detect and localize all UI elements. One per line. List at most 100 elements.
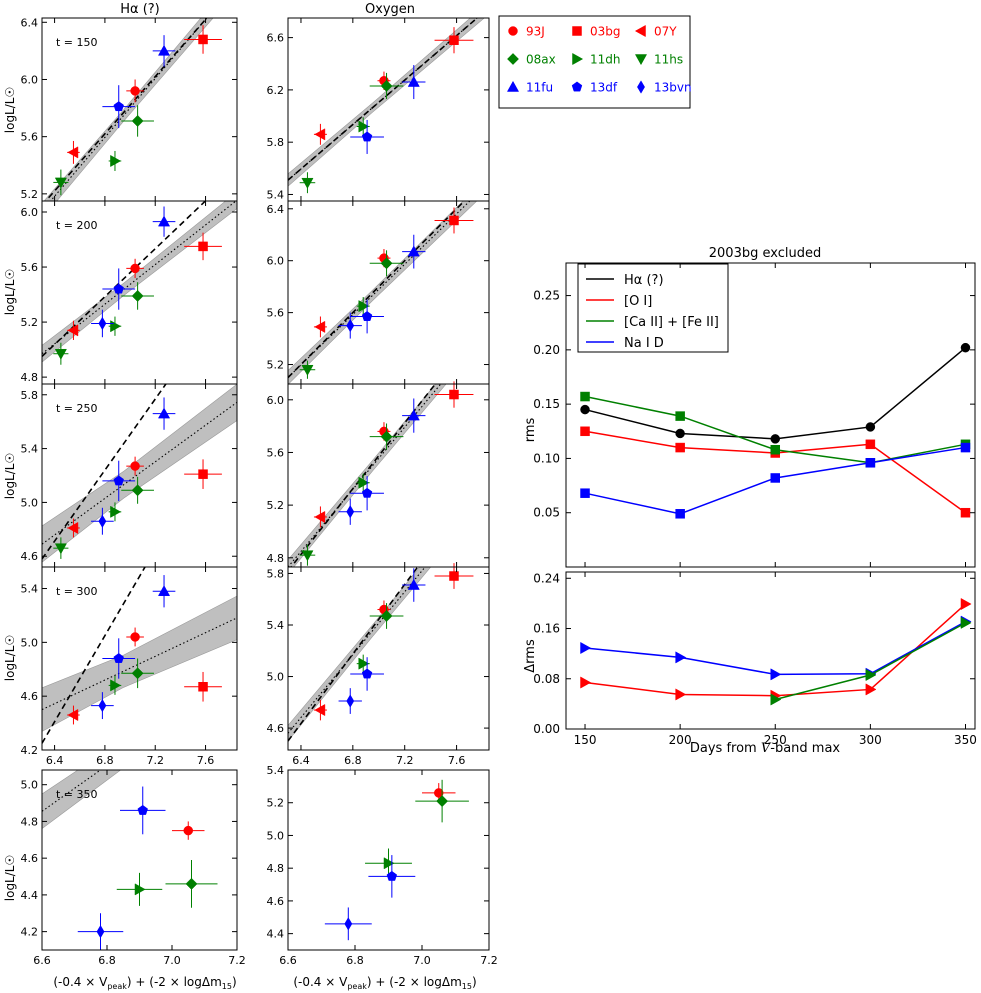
xtick-label: 6.4 xyxy=(292,754,310,767)
ytick-label: 5.6 xyxy=(21,131,39,144)
marker-93J xyxy=(183,825,193,836)
legend-label-11hs: 11hs xyxy=(654,53,683,67)
ytick-label: 0.16 xyxy=(533,622,560,636)
ytick-label: 5.8 xyxy=(21,389,39,402)
marker-13df xyxy=(361,131,373,142)
ytick-label: 0.00 xyxy=(533,722,560,736)
fit-lines xyxy=(288,567,432,742)
confidence-band xyxy=(288,567,432,742)
xtick-label: 150 xyxy=(574,733,597,747)
marker-03bg xyxy=(198,241,208,252)
confidence-band xyxy=(43,18,214,201)
legend-label-11dh: 11dh xyxy=(590,53,621,67)
time-annotation: t = 300 xyxy=(56,585,98,598)
legend-entry-11fu: 11fu xyxy=(506,80,553,95)
marker-11dh xyxy=(110,679,122,692)
series-point xyxy=(960,342,971,353)
point-03bg xyxy=(434,381,474,408)
ytick-label: 4.6 xyxy=(267,895,285,908)
point-13df xyxy=(102,85,136,129)
panel-frame xyxy=(41,566,238,751)
rms-legend-label: [Ca II] + [Fe II] xyxy=(624,315,719,330)
xtick-label: 7.0 xyxy=(413,954,431,967)
point-11fu xyxy=(152,35,176,67)
ytick-label: 5.4 xyxy=(267,619,285,632)
ytick-label: 4.4 xyxy=(21,889,39,902)
fit-lines xyxy=(288,18,485,187)
marker-11hs xyxy=(301,177,314,189)
point-07Y xyxy=(313,316,327,338)
marker-08ax xyxy=(380,79,393,92)
marker-08ax xyxy=(436,795,449,808)
point-11hs xyxy=(299,360,316,379)
point-11dh xyxy=(108,316,122,336)
marker-07Y xyxy=(67,521,79,535)
panels: 5.2 5.6 6.0 6.4 t = 150 5.4 5.8 6.2 6.6 4.8 5.2 5.6… xyxy=(21,16,977,967)
ytick-label: 6.0 xyxy=(267,255,285,268)
point-13bvn xyxy=(91,692,114,720)
series-point xyxy=(580,426,590,437)
ytick-label: 6.2 xyxy=(267,84,285,97)
point-13bvn xyxy=(338,312,362,339)
series-point xyxy=(770,668,782,681)
legend-label-03bg: 03bg xyxy=(590,25,621,39)
confidence-band xyxy=(42,595,237,732)
legend-marker-11dh xyxy=(572,52,584,66)
point-03bg xyxy=(434,27,474,54)
marker-93J xyxy=(130,632,140,642)
point-08ax xyxy=(121,105,154,137)
marker-13bvn xyxy=(96,924,105,939)
point-13df xyxy=(120,786,166,835)
series-point xyxy=(770,434,781,444)
marker-13df xyxy=(361,668,373,679)
ytick-label: 5.0 xyxy=(267,829,285,842)
point-07Y xyxy=(313,699,327,721)
marker-11fu xyxy=(407,75,420,87)
xtick-label: 6.8 xyxy=(346,954,364,967)
fit-dashed-line xyxy=(42,567,146,744)
fit-dashed-line xyxy=(290,384,437,567)
point-11hs xyxy=(53,169,69,196)
panel-frame xyxy=(287,383,490,568)
xtick-label: 6.6 xyxy=(279,954,297,967)
fit-lines xyxy=(42,770,122,830)
marker-08ax xyxy=(185,877,198,890)
ytick-label: 5.2 xyxy=(21,188,39,201)
marker-13df xyxy=(137,804,148,815)
marker-08ax xyxy=(131,667,144,680)
series-point xyxy=(865,439,876,450)
fit-dotted-line xyxy=(42,401,237,545)
panel-frame xyxy=(287,566,490,751)
xtick-label: 7.2 xyxy=(480,954,498,967)
sn-legend: 93J 03bg 07Y 08ax 11dh 11hs 11fu 13df 13bvn xyxy=(498,15,692,109)
legend-entry-07Y: 07Y xyxy=(634,25,677,39)
marker-93J xyxy=(130,263,140,274)
point-11dh xyxy=(108,502,122,522)
marker-07Y xyxy=(314,128,326,141)
legend-marker-03bg xyxy=(572,26,582,36)
marker-13bvn xyxy=(98,514,107,528)
fit-lines xyxy=(42,384,237,563)
legend-entry-08ax: 08ax xyxy=(507,53,556,67)
ytick-label: 6.0 xyxy=(267,394,285,407)
fit-lines xyxy=(288,201,478,384)
marker-11fu xyxy=(157,585,171,596)
panel-frame xyxy=(287,200,490,385)
legend-marker-13df xyxy=(571,81,583,92)
point-03bg xyxy=(184,232,222,261)
ytick-label: 4.8 xyxy=(267,552,285,565)
marker-11dh xyxy=(358,657,370,670)
point-07Y xyxy=(67,518,80,538)
ytick-label: 4.8 xyxy=(21,371,39,384)
series-point xyxy=(675,442,685,453)
legend-marker-11fu xyxy=(506,80,520,92)
series-point xyxy=(580,404,590,415)
legend-marker-11hs xyxy=(634,54,648,66)
confidence-band xyxy=(42,201,237,363)
point-93J xyxy=(172,821,205,840)
legend-entry-11dh: 11dh xyxy=(572,52,621,67)
legend-label-13bvn: 13bvn xyxy=(654,81,692,95)
point-13bvn xyxy=(324,907,372,941)
rms-legend-label: Hα (?) xyxy=(624,273,664,288)
legend-label-11fu: 11fu xyxy=(526,81,553,95)
